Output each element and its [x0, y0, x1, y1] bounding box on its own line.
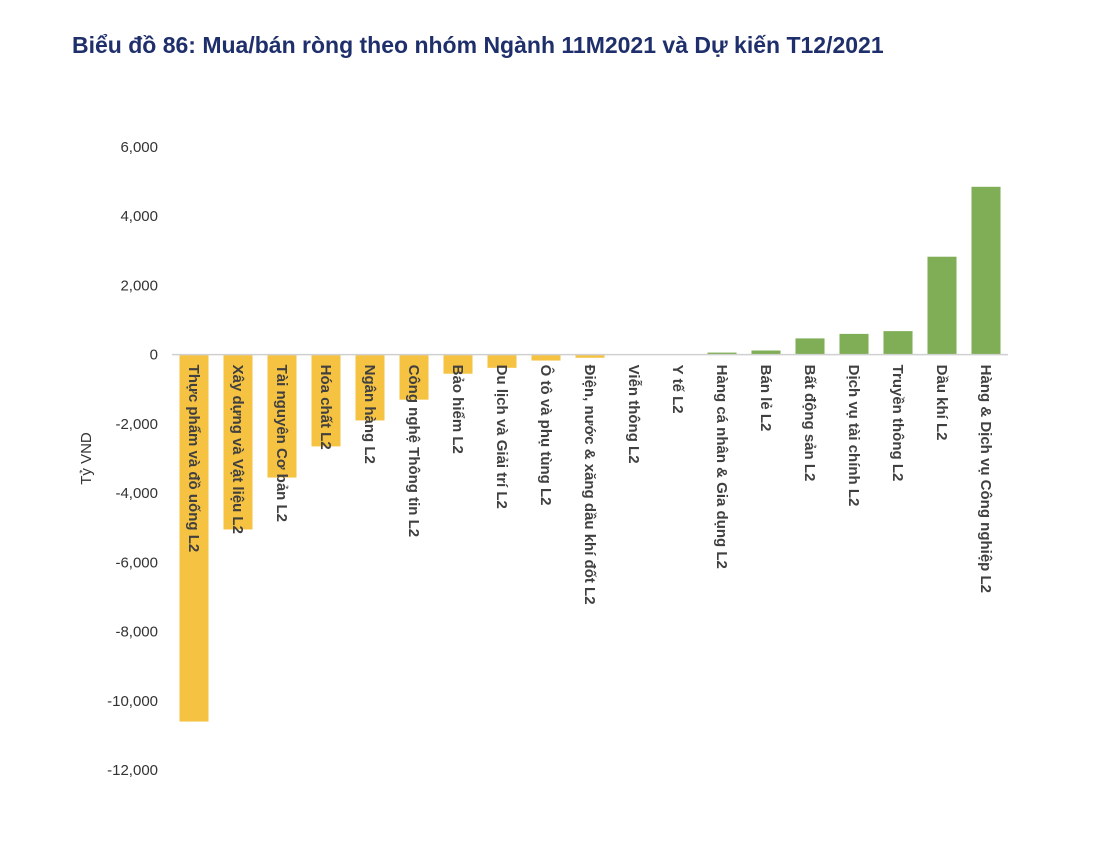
category-label: Bất động sản L2	[801, 365, 818, 482]
y-tick-label: -12,000	[107, 762, 158, 779]
category-label: Du lịch và Giải trí L2	[493, 365, 510, 509]
bar	[751, 350, 781, 355]
y-tick-label: -4,000	[115, 485, 158, 502]
category-label: Bán lẻ L2	[757, 365, 774, 432]
bar	[311, 354, 341, 447]
category-label: Viễn thông L2	[625, 365, 642, 464]
category-label: Hàng & Dịch vụ Công nghiệp L2	[977, 365, 994, 593]
category-label: Tài nguyên Cơ bản L2	[273, 365, 290, 522]
category-label: Hàng cá nhân & Gia dụng L2	[713, 365, 730, 569]
bar	[487, 354, 517, 368]
bar	[575, 354, 605, 358]
category-label: Ô tô và phụ tùng L2	[537, 365, 555, 506]
y-tick-label: -8,000	[115, 624, 158, 641]
y-tick-label: 6,000	[120, 139, 158, 156]
category-label: Công nghệ Thông tin L2	[405, 365, 422, 537]
bar	[223, 354, 253, 530]
category-label: Thực phẩm và đồ uống L2	[185, 365, 202, 553]
y-tick-label: -2,000	[115, 416, 158, 433]
chart-title: Biểu đồ 86: Mua/bán ròng theo nhóm Ngành…	[72, 32, 884, 58]
category-label: Ngân hàng L2	[361, 365, 378, 464]
category-labels: Thực phẩm và đồ uống L2 Xây dựng và Vật l…	[185, 365, 994, 605]
category-label: Truyền thông L2	[889, 365, 906, 482]
y-axis-label: Tỷ VND	[78, 432, 95, 485]
y-tick-label: 2,000	[120, 277, 158, 294]
bar	[707, 352, 737, 355]
y-tick-label: -10,000	[107, 693, 158, 710]
bar	[927, 256, 957, 355]
category-label: Điện, nước & xăng dầu khí đốt L2	[581, 365, 598, 605]
category-label: Bảo hiểm L2	[449, 365, 466, 454]
bar	[179, 354, 209, 722]
bar	[883, 331, 913, 355]
bars	[179, 186, 1001, 722]
bar	[795, 338, 825, 355]
bar	[839, 333, 869, 355]
category-label: Xây dựng và Vật liệu L2	[229, 365, 246, 534]
bar	[355, 354, 385, 421]
bar	[399, 354, 429, 400]
y-tick-label: 0	[150, 347, 158, 364]
category-label: Dịch vụ tài chính L2	[845, 365, 862, 507]
y-axis-ticks: 6,000 4,000 2,000 0 -2,000 -4,000 -6,000 -8,000…	[107, 139, 158, 779]
category-label: Hóa chất L2	[317, 365, 334, 450]
y-tick-label: -6,000	[115, 554, 158, 571]
category-label: Y tế L2	[669, 365, 686, 414]
bar	[267, 354, 297, 478]
bar	[531, 354, 561, 361]
bar	[443, 354, 473, 374]
category-label: Dầu khí L2	[933, 365, 950, 441]
bar	[971, 186, 1001, 355]
y-tick-label: 4,000	[120, 208, 158, 225]
